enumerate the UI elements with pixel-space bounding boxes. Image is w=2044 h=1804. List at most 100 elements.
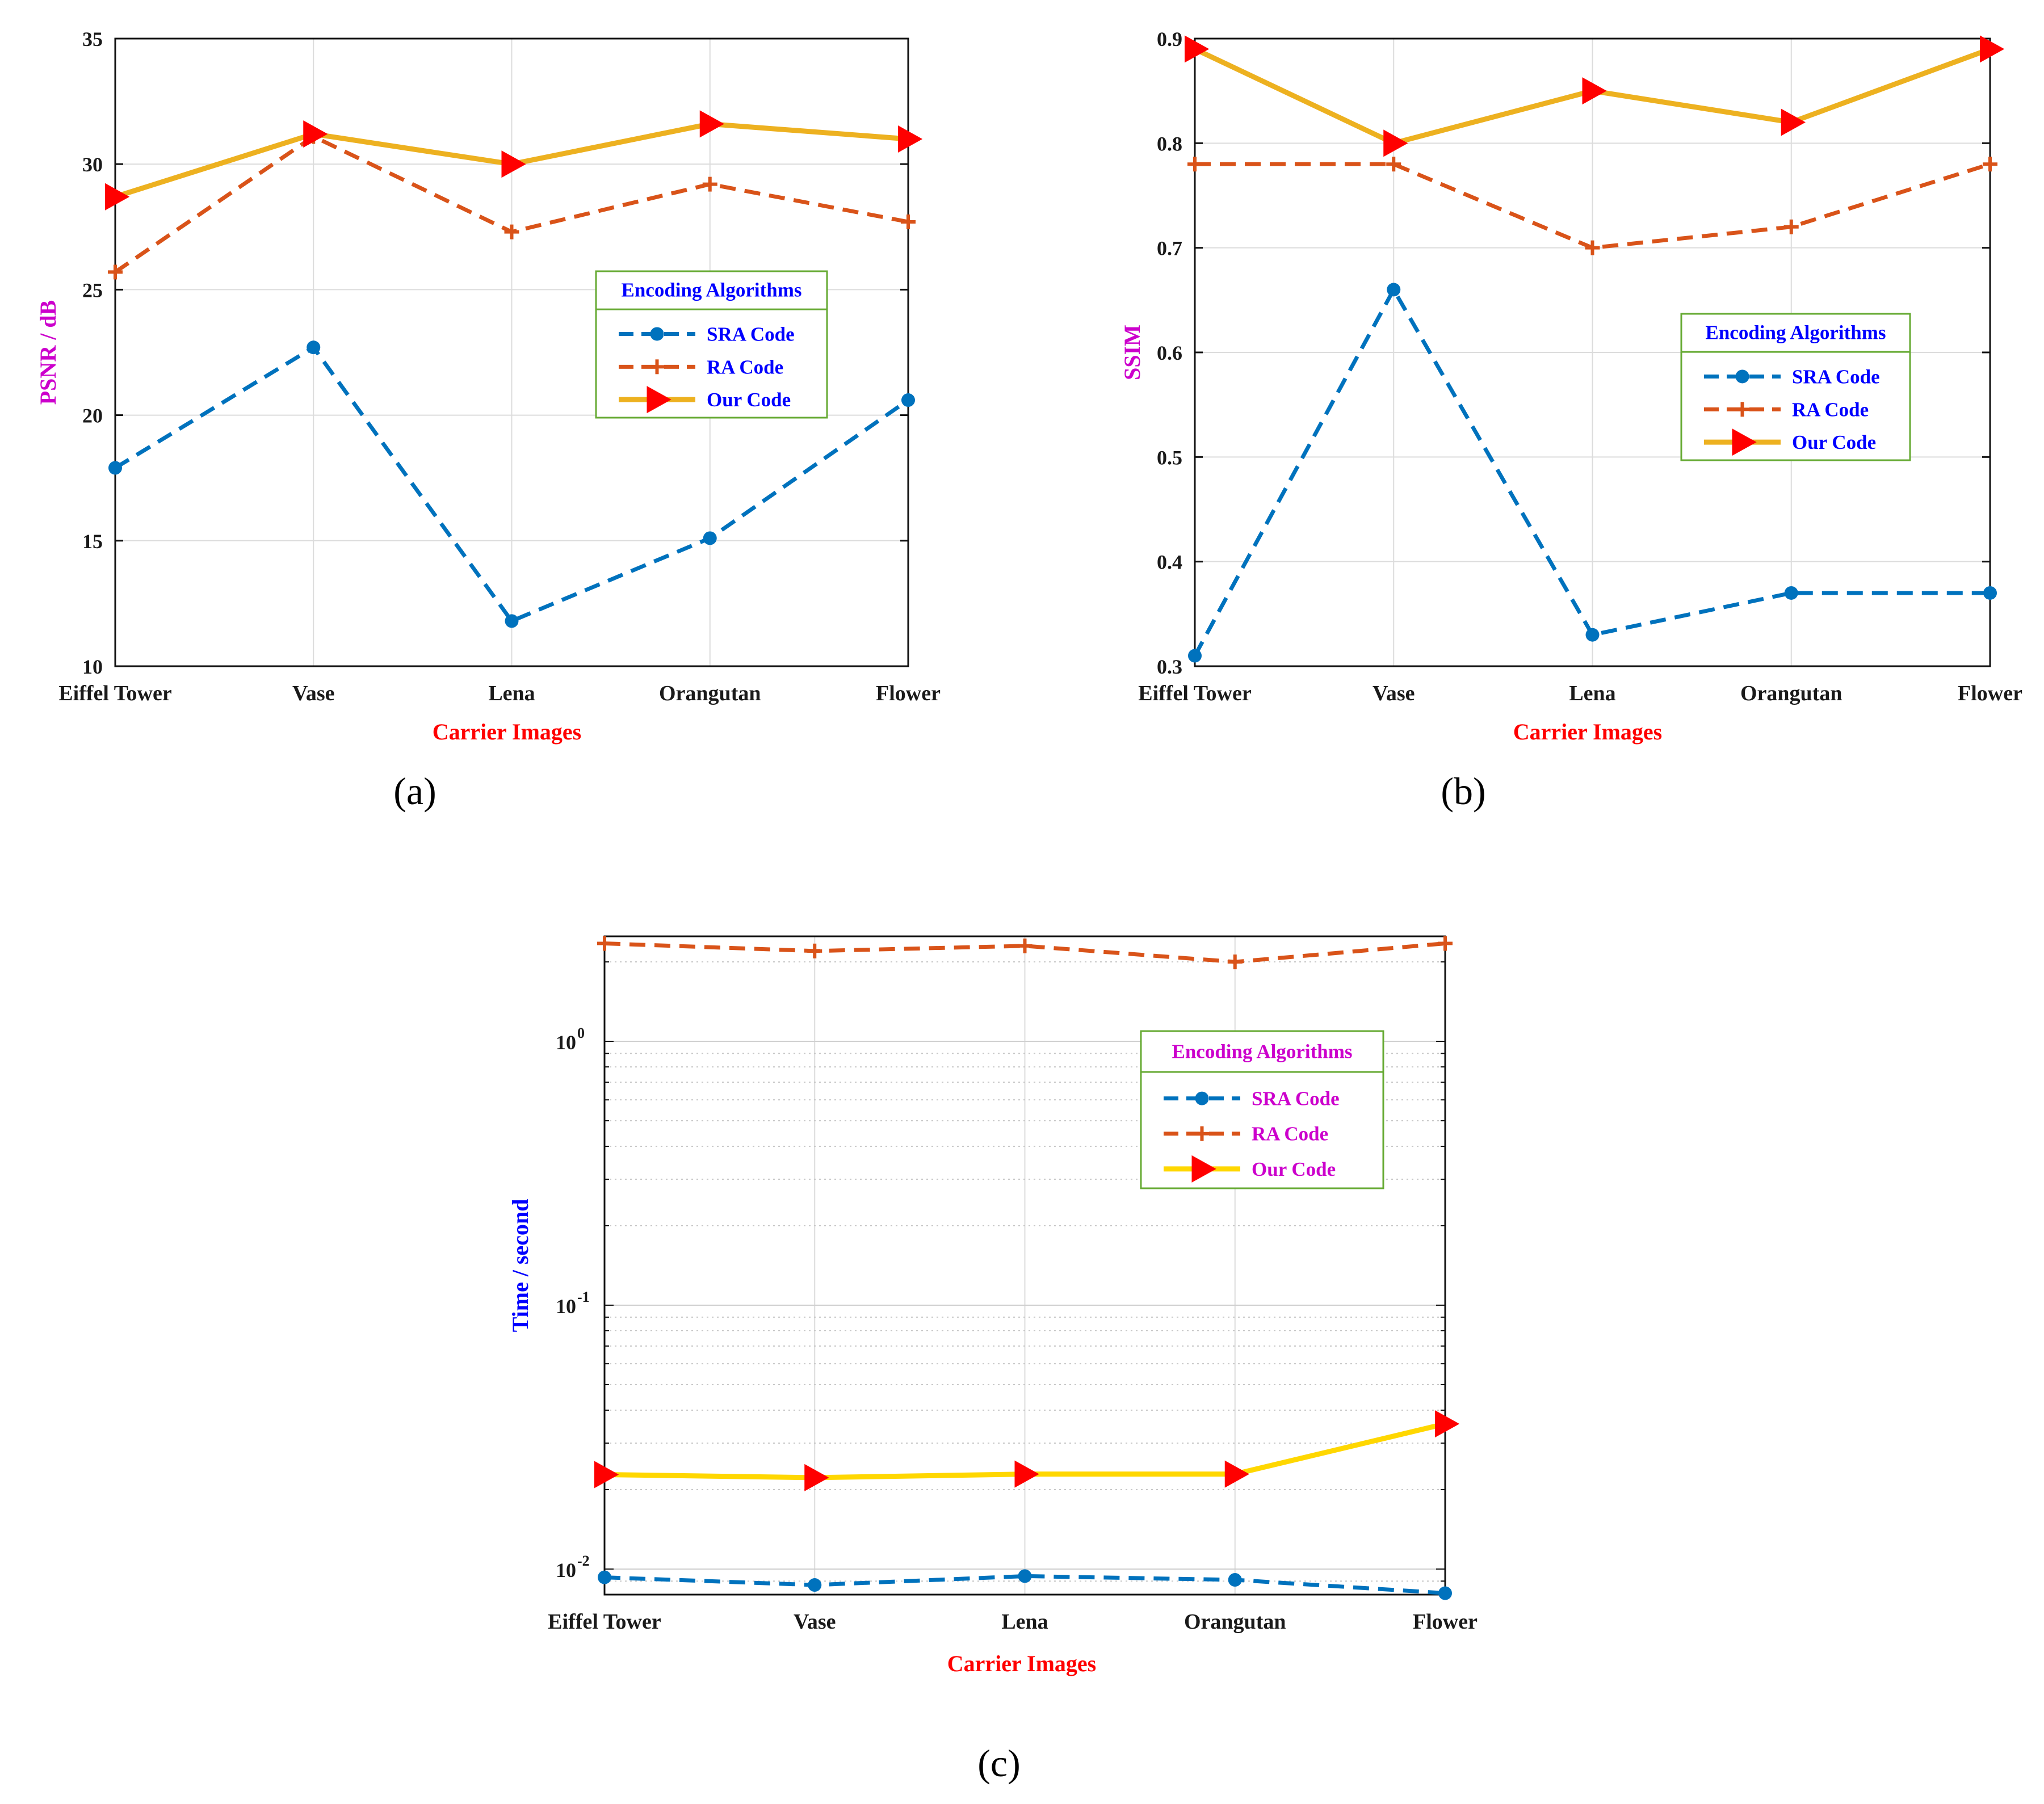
- data-point-ra-code: [1585, 240, 1600, 255]
- series-line-sra-code: [1193, 287, 1990, 657]
- x-axis-label-c: Carrier Images: [947, 1651, 1097, 1676]
- data-point-our-code: [1185, 35, 1210, 63]
- x-axis-label-a: Carrier Images: [433, 719, 582, 745]
- data-point-ra-code: [1983, 157, 1997, 172]
- data-point-ra-code: [1386, 157, 1401, 172]
- data-point-our-code: [1980, 35, 2005, 63]
- plot-area-b: [1194, 37, 1991, 667]
- legend-entry: SRA Code: [1792, 365, 1880, 388]
- legend-marker: [1732, 428, 1757, 456]
- x-tick-labels-b: Eiffel Tower Vase Lena Orangutan Flower: [1138, 682, 2022, 705]
- series-line-sra-code: [114, 345, 910, 623]
- data-point-sra-code: [808, 1578, 822, 1592]
- legend-a: Encoding Algorithms SRA Code RA Code Our Co…: [595, 270, 828, 419]
- data-point-our-code: [898, 125, 923, 153]
- data-point-sra-code: [703, 531, 717, 545]
- data-point-ra-code: [901, 214, 916, 229]
- x-tick-label: Flower: [1958, 682, 2022, 705]
- series-line-sra-code: [604, 1574, 1446, 1595]
- legend-marker: [1195, 1091, 1209, 1105]
- data-point-ra-code: [1783, 219, 1799, 234]
- x-tick-label: Vase: [1373, 682, 1415, 705]
- x-tick-label: Orangutan: [659, 682, 761, 705]
- y-tick-label: 0.7: [1157, 237, 1182, 260]
- legend-entry: RA Code: [1252, 1123, 1328, 1145]
- y-tick-label: 0.3: [1157, 655, 1182, 678]
- panel-label-c: (c): [977, 1742, 1020, 1785]
- plot-area-a: [114, 37, 909, 667]
- chart-panel-b: 0.3 0.4 0.5 0.6 0.7 0.8 0.9 Eiffel Tower Vase Le…: [1119, 28, 2022, 813]
- x-tick-label: Orangutan: [1740, 682, 1842, 705]
- x-tick-label: Eiffel Tower: [58, 682, 172, 705]
- x-tick-label: Orangutan: [1184, 1610, 1286, 1634]
- legend-marker: [1735, 369, 1749, 384]
- legend-box: [1140, 1030, 1384, 1189]
- legend-marker: [1735, 402, 1750, 417]
- y-tick-label: 15: [82, 530, 103, 553]
- chart-panel-a: 10 15 20 25 30 35 Eiffel Tower Vase Lena Orangut…: [35, 28, 941, 813]
- series-layer-a: [105, 110, 923, 628]
- legend-box: [595, 270, 828, 419]
- data-point-sra-code: [1438, 1586, 1452, 1600]
- y-tick-label: 0.9: [1157, 28, 1182, 51]
- data-point-sra-code: [1983, 586, 1997, 600]
- x-tick-labels-a: Eiffel Tower Vase Lena Orangutan Flower: [58, 682, 941, 705]
- x-tick-label: Vase: [292, 682, 335, 705]
- y-tick-label: 30: [82, 153, 103, 176]
- x-tick-label: Flower: [1413, 1610, 1478, 1634]
- data-point-ra-code: [1227, 954, 1243, 970]
- y-axis-label-a: PSNR / dB: [35, 300, 61, 405]
- data-point-sra-code: [901, 393, 915, 407]
- data-point-ra-code: [1187, 157, 1202, 172]
- y-tick-labels-b: 0.3 0.4 0.5 0.6 0.7 0.8 0.9: [1157, 28, 1182, 678]
- data-point-our-code: [1383, 129, 1408, 157]
- y-tick-label: 10: [556, 1295, 576, 1318]
- data-point-our-code: [1014, 1460, 1039, 1488]
- data-point-ra-code: [807, 943, 822, 958]
- legend-b: Encoding Algorithms SRA Code RA Code Our Co…: [1680, 313, 1911, 461]
- data-point-ra-code: [702, 176, 717, 192]
- legend-entry: Our Code: [1792, 431, 1876, 453]
- series-line-ra-code: [604, 941, 1446, 964]
- data-point-sra-code: [598, 1570, 611, 1584]
- legend-entry: Our Code: [1252, 1158, 1336, 1180]
- x-tick-label: Eiffel Tower: [548, 1610, 661, 1634]
- x-tick-label: Lena: [488, 682, 535, 705]
- data-point-our-code: [1435, 1410, 1460, 1438]
- data-point-sra-code: [1228, 1572, 1242, 1587]
- data-point-our-code: [594, 1461, 619, 1488]
- y-tick-label: 10: [556, 1559, 576, 1582]
- legend-entry: Our Code: [707, 389, 791, 411]
- data-point-sra-code: [1784, 586, 1798, 600]
- y-tick-label: 0.6: [1157, 342, 1182, 364]
- y-tick-label: 0.5: [1157, 446, 1182, 469]
- legend-marker: [1191, 1155, 1216, 1183]
- x-tick-label: Vase: [794, 1610, 836, 1634]
- legend-title: Encoding Algorithms: [1706, 321, 1886, 343]
- y-tick-label: 10: [556, 1031, 576, 1054]
- y-tick-labels-a: 10 15 20 25 30 35: [82, 28, 103, 678]
- y-tick-label: 0.8: [1157, 132, 1182, 155]
- x-tick-label: Lena: [1001, 1610, 1048, 1634]
- data-point-ra-code: [1438, 936, 1453, 951]
- x-tick-label: Flower: [876, 682, 941, 705]
- data-point-our-code: [1582, 77, 1607, 105]
- legend-title: Encoding Algorithms: [1172, 1041, 1353, 1063]
- data-point-sra-code: [1188, 649, 1202, 663]
- y-tick-exponent: 0: [577, 1025, 585, 1041]
- data-point-sra-code: [108, 461, 122, 475]
- panel-label-b: (b): [1441, 769, 1485, 813]
- y-axis-label-b: SSIM: [1119, 325, 1145, 380]
- legend-entry: RA Code: [707, 356, 783, 378]
- legend-box: [1680, 313, 1911, 461]
- legend-marker: [649, 359, 665, 375]
- legend-entry: SRA Code: [707, 323, 795, 345]
- data-point-sra-code: [505, 614, 519, 628]
- data-point-sra-code: [1387, 283, 1401, 297]
- x-tick-labels-c: Eiffel Tower Vase Lena Orangutan Flower: [548, 1610, 1478, 1634]
- data-point-ra-code: [108, 264, 123, 280]
- y-tick-label: 10: [82, 655, 103, 678]
- legend-entry: RA Code: [1792, 398, 1869, 420]
- x-tick-label: Eiffel Tower: [1138, 682, 1252, 705]
